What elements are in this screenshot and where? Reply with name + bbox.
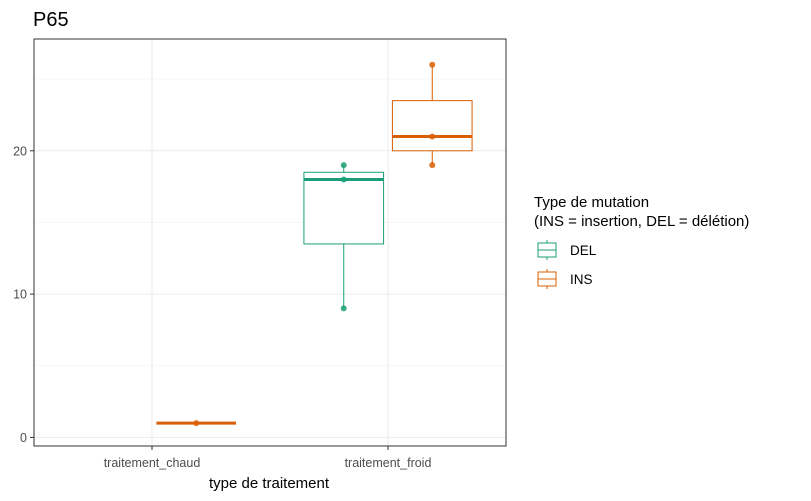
legend-title-line-1: Type de mutation bbox=[534, 194, 649, 211]
y-tick-label: 10 bbox=[13, 288, 27, 302]
legend-label: INS bbox=[570, 272, 593, 287]
x-axis: traitement_chaud traitement_froid bbox=[104, 446, 432, 470]
data-point bbox=[340, 162, 347, 169]
y-tick-label: 20 bbox=[13, 144, 27, 158]
data-point bbox=[429, 61, 436, 68]
boxplot-del-traitement_froid bbox=[303, 162, 385, 312]
legend-entry-ins: INS bbox=[537, 269, 593, 289]
boxplots bbox=[156, 61, 473, 427]
boxplot-ins-traitement_chaud bbox=[156, 420, 237, 427]
x-tick-label: traitement_chaud bbox=[104, 456, 201, 470]
plot-panel bbox=[33, 38, 507, 447]
data-point bbox=[193, 420, 200, 427]
legend-entry-del: DEL bbox=[537, 240, 597, 260]
data-point bbox=[429, 162, 436, 169]
legend: Type de mutation (INS = insertion, DEL =… bbox=[534, 194, 749, 289]
box bbox=[303, 171, 385, 245]
y-tick-label: 0 bbox=[20, 431, 27, 445]
data-point bbox=[340, 176, 347, 183]
chart-title: P65 bbox=[33, 9, 69, 31]
minor-gridlines bbox=[34, 78, 506, 367]
legend-entries: DEL INS bbox=[537, 240, 597, 289]
panel-border bbox=[33, 38, 507, 447]
major-gridlines bbox=[34, 39, 506, 446]
legend-title-line-2: (INS = insertion, DEL = délétion) bbox=[534, 213, 749, 230]
data-point bbox=[429, 133, 436, 140]
legend-label: DEL bbox=[570, 243, 597, 258]
data-point bbox=[340, 305, 347, 312]
x-tick-label: traitement_froid bbox=[345, 456, 432, 470]
y-axis: 0 10 20 bbox=[13, 144, 34, 445]
x-axis-title: type de traitement bbox=[209, 475, 330, 492]
boxplot-ins-traitement_froid bbox=[391, 61, 473, 169]
box bbox=[391, 100, 473, 152]
